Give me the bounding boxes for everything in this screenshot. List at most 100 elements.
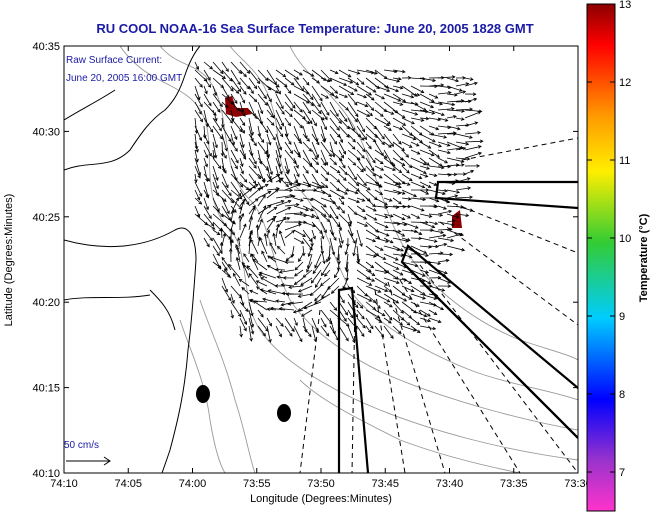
current-vector (257, 165, 265, 183)
current-vector (356, 93, 367, 98)
current-vector-head (460, 117, 465, 121)
current-vector-head (354, 190, 359, 195)
current-vector (392, 149, 404, 161)
current-vector (334, 269, 340, 278)
current-vector-head (267, 205, 272, 209)
current-vector (273, 233, 277, 247)
current-vector-head (357, 133, 362, 138)
current-vector (374, 285, 388, 292)
current-vector (311, 117, 317, 126)
current-vector (293, 309, 304, 313)
current-vector-head (355, 82, 360, 86)
current-vector (446, 115, 457, 119)
current-vector-head (427, 280, 432, 285)
current-vector-head (430, 104, 435, 109)
current-vector (410, 173, 422, 179)
current-vector-head (407, 204, 412, 209)
current-vector (257, 173, 266, 182)
current-vector (320, 309, 333, 325)
y-tick-label: 40:15 (32, 383, 60, 395)
current-vector-head (294, 273, 298, 277)
current-vector (239, 157, 243, 167)
current-vector-head (334, 274, 338, 279)
current-vector (327, 277, 340, 290)
current-vector-head (205, 206, 209, 211)
current-vector (392, 141, 405, 151)
current-vector-head (434, 196, 439, 200)
current-vector (374, 165, 384, 171)
current-vector-head (223, 198, 227, 202)
current-vector-head (388, 320, 392, 324)
current-vector-head (289, 150, 293, 155)
current-vector-head (380, 167, 385, 171)
current-vector (392, 165, 402, 173)
current-vector-head (217, 265, 222, 269)
current-vector-head (287, 302, 292, 306)
current-vector (401, 245, 418, 254)
current-vector (257, 325, 266, 337)
current-vector-head (279, 170, 283, 175)
current-vector-head (361, 208, 366, 212)
current-vector (383, 205, 399, 208)
current-vector-head (360, 137, 365, 141)
current-vector (239, 224, 247, 239)
current-vector-head (399, 102, 404, 106)
current-vector (356, 141, 366, 152)
current-vector (266, 229, 270, 239)
current-vector-head (272, 136, 276, 141)
current-vector-head (285, 292, 290, 296)
current-vector (257, 219, 263, 231)
current-vector (428, 269, 446, 277)
current-vector-head (465, 82, 470, 86)
current-vector (293, 189, 305, 192)
current-vector (419, 141, 431, 149)
current-vector-head (219, 227, 224, 232)
current-vector (329, 77, 347, 86)
current-vector (383, 261, 399, 270)
current-vector-head (221, 256, 225, 261)
current-vector (239, 93, 245, 104)
current-vector-head (249, 229, 253, 234)
current-vector (293, 133, 302, 144)
current-vector (419, 149, 435, 156)
current-vector-head (355, 113, 359, 118)
current-vector-head (335, 113, 339, 118)
current-vector-head (202, 135, 207, 139)
current-vector-head (355, 182, 360, 187)
current-vector (281, 301, 295, 306)
current-vector-head (280, 177, 284, 181)
current-vector-head (286, 169, 290, 174)
current-vector (320, 245, 325, 264)
current-vector (320, 149, 328, 166)
current-vector-head (366, 113, 371, 117)
current-vector (203, 221, 216, 230)
scale-arrow (66, 456, 111, 466)
current-vector-head (250, 253, 254, 258)
current-vector (203, 197, 209, 210)
current-vector (246, 265, 259, 279)
current-vector (239, 188, 252, 199)
current-vector-head (362, 148, 366, 153)
current-vector (365, 117, 377, 130)
current-vector (203, 117, 214, 133)
current-vector (284, 77, 295, 86)
current-vector-head (231, 220, 235, 224)
current-vector (258, 273, 268, 279)
current-vector-head (199, 118, 203, 123)
current-vector-head (299, 211, 304, 215)
current-vector-head (246, 201, 250, 206)
current-vector (365, 173, 380, 185)
current-vector-head (444, 270, 448, 275)
current-vector-head (303, 305, 308, 310)
current-vector-head (316, 185, 321, 189)
current-vector-head (451, 75, 456, 79)
current-vector-head (370, 325, 374, 330)
current-vector-head (223, 155, 227, 159)
current-vector-head (276, 174, 281, 178)
current-vector-head (436, 154, 440, 158)
current-vector (365, 301, 376, 310)
current-vector-head (427, 145, 432, 149)
current-vector-head (369, 112, 373, 117)
current-vector-head (371, 278, 376, 282)
current-vector-head (345, 337, 349, 342)
